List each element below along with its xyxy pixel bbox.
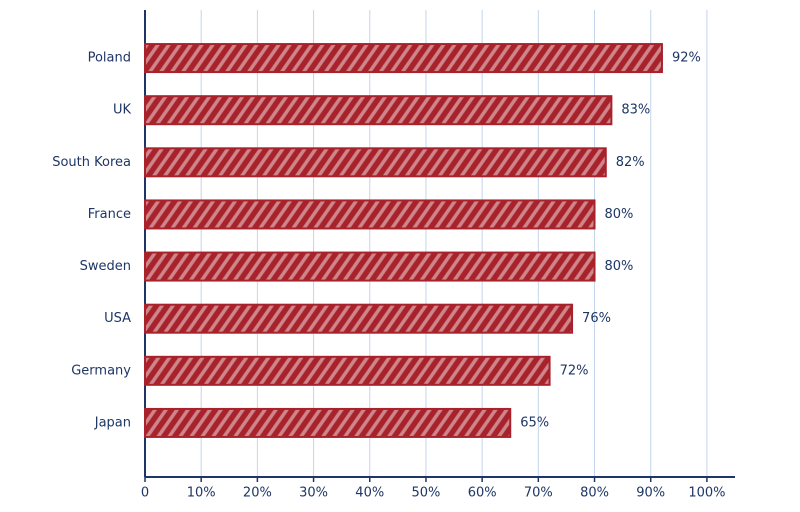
bar [144, 303, 574, 334]
value-label: 80% [605, 207, 634, 222]
y-tick-label: France [88, 207, 131, 222]
x-tick-label: 30% [299, 486, 328, 501]
y-tick-label: South Korea [52, 155, 131, 170]
x-tick-label: 50% [411, 486, 440, 501]
value-label: 92% [672, 51, 701, 66]
bar [144, 199, 596, 230]
value-label: 83% [621, 103, 650, 118]
bar [144, 355, 551, 386]
bar [144, 251, 596, 282]
y-tick-label: Germany [71, 363, 131, 378]
y-tick-label: UK [113, 103, 132, 118]
y-tick-label: USA [104, 311, 131, 326]
x-tick-label: 20% [243, 486, 272, 501]
value-label: 76% [582, 311, 611, 326]
x-tick-label: 100% [688, 486, 725, 501]
bar [144, 95, 613, 126]
bar [144, 43, 663, 74]
y-tick-label: Poland [88, 51, 131, 66]
value-label: 82% [616, 155, 645, 170]
x-tick-label: 40% [355, 486, 384, 501]
y-tick-label: Japan [94, 415, 131, 430]
x-tick-label: 0 [141, 486, 149, 501]
y-tick-label: Sweden [80, 259, 131, 274]
x-tick-label: 70% [524, 486, 553, 501]
bar [144, 147, 607, 178]
x-tick-label: 90% [636, 486, 665, 501]
x-tick-label: 60% [468, 486, 497, 501]
value-label: 80% [605, 259, 634, 274]
x-tick-label: 80% [580, 486, 609, 501]
value-label: 72% [560, 363, 589, 378]
bar [144, 407, 512, 438]
x-tick-label: 10% [187, 486, 216, 501]
value-label: 65% [520, 415, 549, 430]
